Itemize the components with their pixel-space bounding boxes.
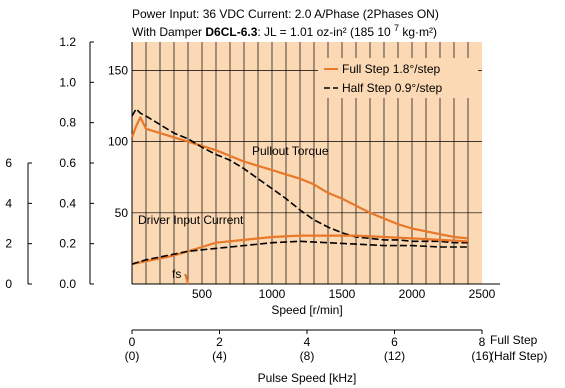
left-axes: 0.0 0.2 0.4 0.6 0.8 1.0 1.2 0 2 4 6 [5, 35, 94, 291]
full-step-label: Full Step [490, 333, 538, 347]
series-current-full-step [131, 234, 469, 266]
chart-header-line1: Power Input: 36 VDC Current: 2.0 A/Phase… [132, 7, 439, 21]
half-step-label: (Half Step) [490, 349, 547, 363]
legend-background [318, 58, 478, 98]
annotation-fs: fs [172, 267, 181, 281]
pulse-tick-label-half: (16) [471, 349, 492, 363]
pulse-tick-label-full: 4 [304, 335, 311, 349]
pulse-tick-label-half: (8) [300, 349, 315, 363]
x-tick-label: 2000 [399, 287, 426, 301]
series-torque-half-step [131, 108, 468, 244]
y-axis-ticks: 50 100 150 [108, 63, 128, 219]
x-axis-ticks: 500 1000 1500 2000 2500 [192, 287, 496, 301]
x-tick-label: 500 [192, 287, 212, 301]
legend-entry-half-step: Half Step 0.9°/step [342, 81, 443, 95]
x-tick-label: 2500 [469, 287, 496, 301]
y-tick-label-ozin: 100 [108, 135, 128, 149]
pulse-axis-label: Pulse Speed [kHz] [258, 371, 357, 385]
x-tick-label: 1000 [259, 287, 286, 301]
annotation-driver-current: Driver Input Current [138, 213, 244, 227]
y-tick-label-current: 0 [5, 277, 12, 291]
grid [131, 42, 500, 285]
y-tick-label-current: 4 [5, 196, 12, 210]
legend: Full Step 1.8°/step Half Step 0.9°/step [318, 58, 478, 98]
pulse-tick-label-full: 8 [479, 335, 486, 349]
pulse-axis: 0(0) 2(4) 4(8) 6(12) 8(16) [125, 329, 493, 363]
x-tick-label: 1500 [329, 287, 356, 301]
pulse-tick-label-full: 0 [129, 335, 136, 349]
y-tick-label-current: 2 [5, 237, 12, 251]
y-tick-label-nm: 0.8 [59, 116, 76, 130]
annotation-pullout-torque: Pullout Torque [252, 144, 329, 158]
chart-header-line2: With Damper D6CL-6.3: JL = 1.01 oz-in² (… [132, 23, 437, 39]
series-group [130, 108, 469, 285]
y-tick-label-ozin: 150 [108, 63, 128, 77]
series-current-half-step [131, 240, 468, 265]
y-tick-label-nm: 0.4 [59, 196, 76, 210]
y-tick-label-nm: 0.0 [59, 277, 76, 291]
pulse-tick-label-half: (4) [212, 349, 227, 363]
y-tick-label-nm: 0.2 [59, 237, 76, 251]
legend-entry-full-step: Full Step 1.8°/step [342, 62, 441, 76]
pulse-tick-label-half: (12) [384, 349, 405, 363]
y-tick-label-nm: 0.6 [59, 156, 76, 170]
x-axis-label: Speed [r/min] [271, 303, 342, 317]
y-tick-label-ozin: 50 [115, 206, 129, 220]
y-tick-label-nm: 1.0 [59, 75, 76, 89]
pulse-tick-label-full: 2 [216, 335, 223, 349]
series-torque-fs [184, 273, 190, 285]
series-torque-full-step [130, 116, 469, 240]
y-tick-label-nm: 1.2 [59, 35, 76, 49]
pulse-tick-label-full: 6 [391, 335, 398, 349]
y-tick-label-current: 6 [5, 156, 12, 170]
pulse-tick-label-half: (0) [125, 349, 140, 363]
